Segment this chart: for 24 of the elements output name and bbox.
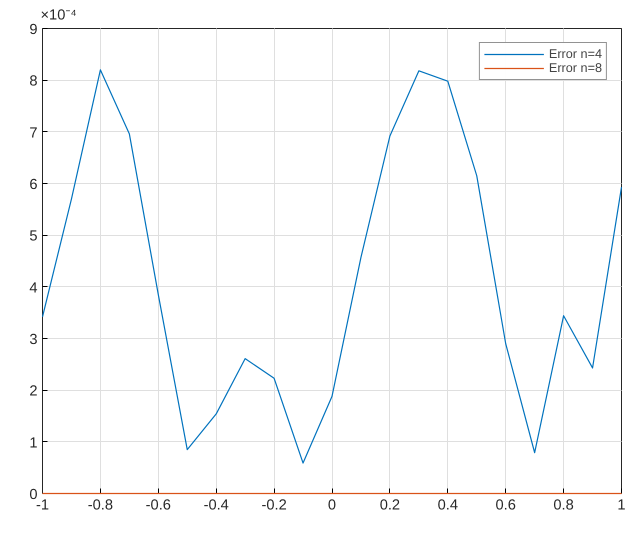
x-tick-label: -0.8 [88,498,114,514]
legend-label: Error n=8 [548,61,602,75]
x-tick-label: -0.2 [261,498,287,514]
text: ×10⁻⁴ [40,8,77,24]
x-tick-label: -1 [36,498,50,514]
y-tick-label: 9 [29,22,38,38]
y-tick-label: 5 [29,228,38,245]
x-tick-label: -0.4 [204,498,229,514]
y-tick-label: 6 [29,177,38,193]
x-tick-label: 1 [617,498,626,514]
x-tick-label: 0.6 [496,498,516,514]
y-tick-label: 0 [29,487,38,503]
y-tick-label: 8 [29,74,38,90]
y-tick-label: 2 [29,384,38,400]
x-tick-label: 0 [328,498,336,514]
legend-label: Error n=4 [548,47,602,61]
x-tick-label: 0.4 [438,498,458,514]
x-tick-label: 0.8 [553,498,574,514]
y-tick-label: 3 [29,332,38,348]
y-tick-label: 7 [29,125,38,142]
y-tick-label: 4 [29,280,38,296]
x-tick-label: -0.6 [146,498,171,514]
x-tick-label: 0.2 [380,498,400,514]
y-tick-label: 1 [29,435,38,452]
